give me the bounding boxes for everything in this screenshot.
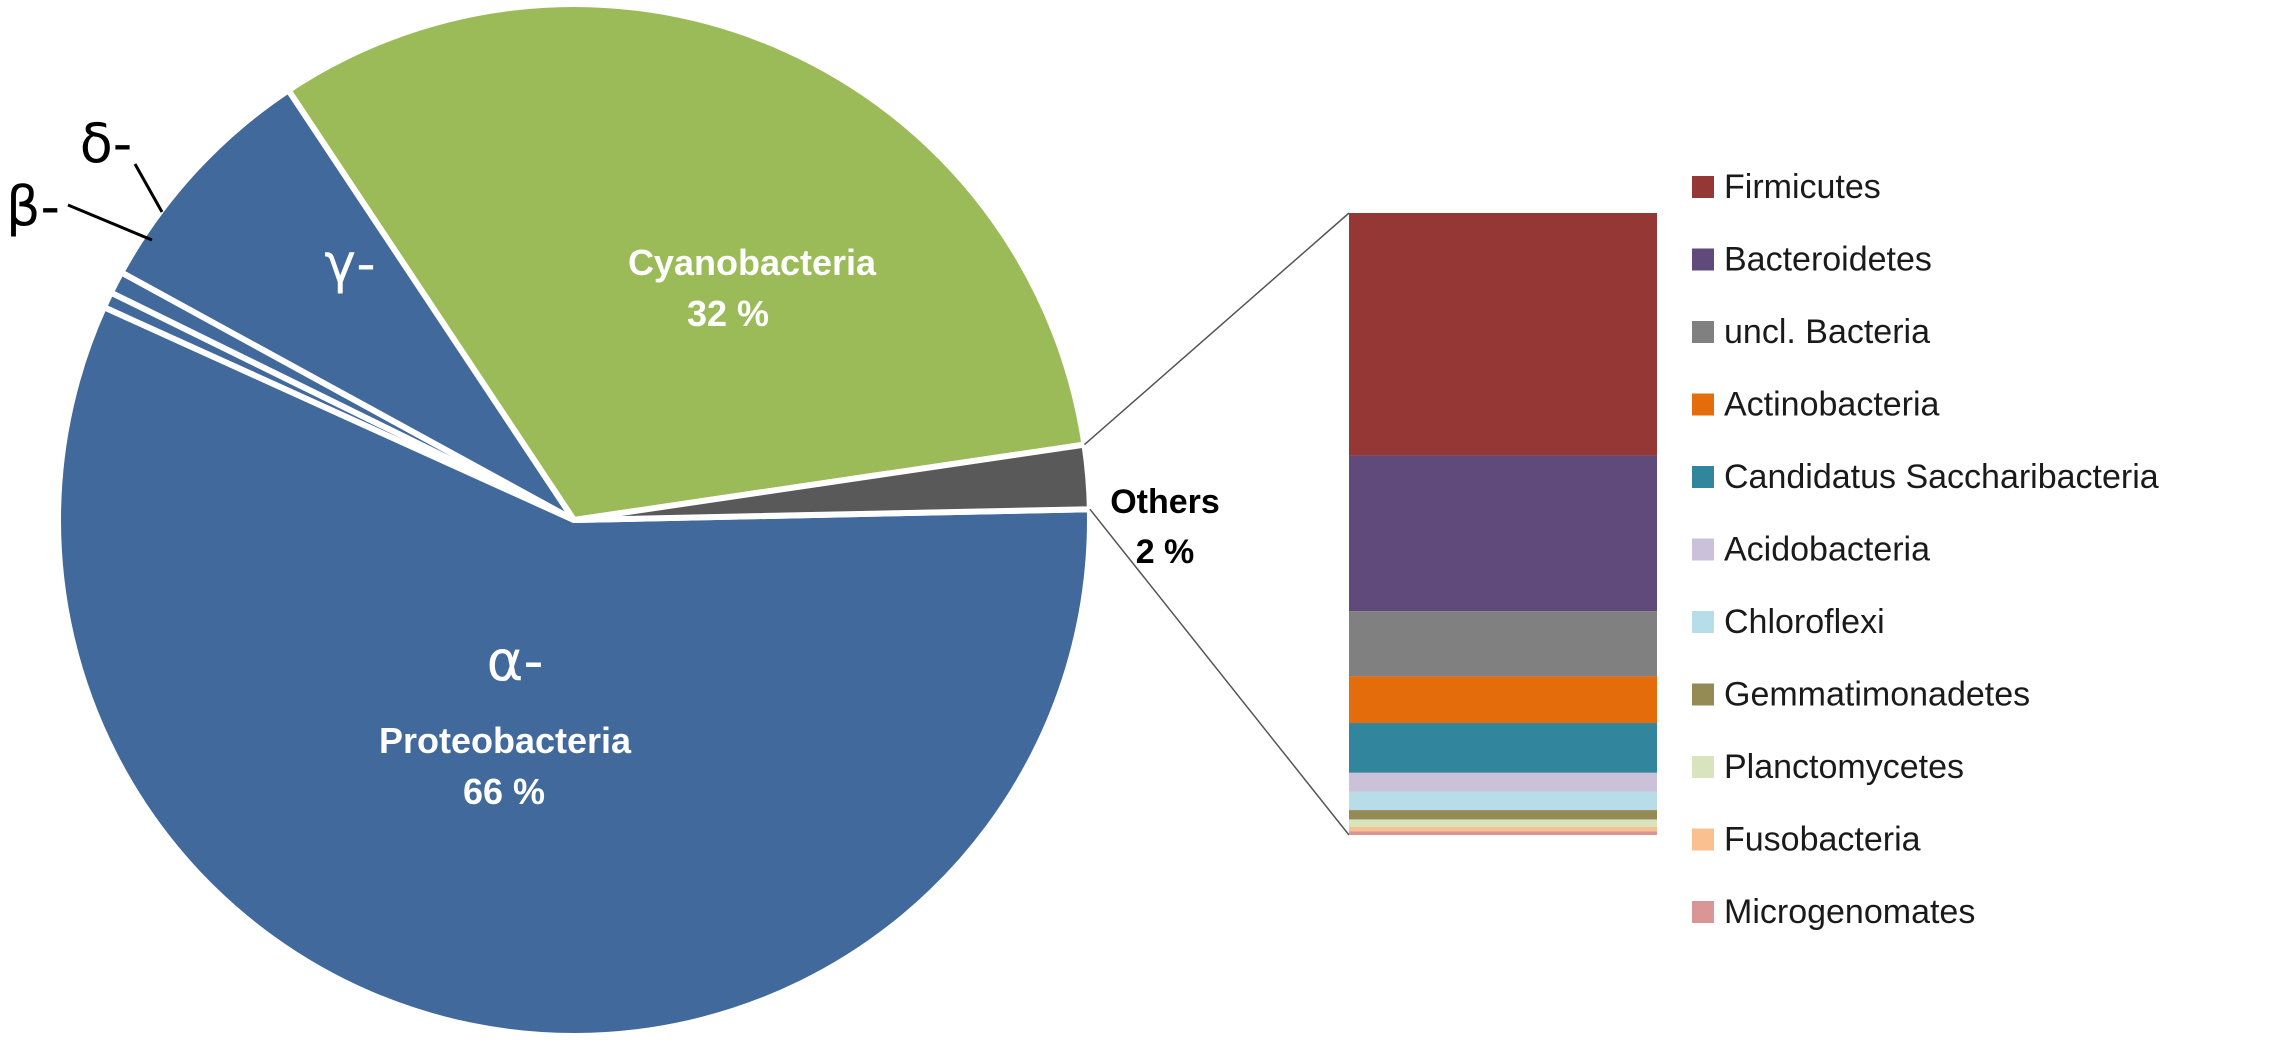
pie-slice-proteobacteria-alpha: [55, 304, 1093, 1039]
legend-swatch-planctomycetes: [1692, 756, 1714, 778]
legend-label-candidatus-saccharibacteria: Candidatus Saccharibacteria: [1724, 458, 2159, 496]
connector-lines: [1083, 212, 1350, 836]
legend-swatch-candidatus-saccharibacteria: [1692, 466, 1714, 488]
bar-segment-fusobacteria: [1349, 826, 1657, 832]
legend-label-microgenomates: Microgenomates: [1724, 893, 1975, 931]
label-delta: δ-: [80, 112, 133, 175]
bar-segment-firmicutes: [1349, 213, 1657, 456]
legend-swatch-bacteroidetes: [1692, 248, 1714, 271]
legend-label-bacteroidetes: Bacteroidetes: [1724, 241, 1932, 279]
pie-slice-proteobacteria-gamma: [118, 87, 577, 523]
pie-chart: [55, 1, 1093, 1039]
bar-segment-chloroflexi: [1349, 791, 1657, 811]
legend-label-firmicutes: Firmicutes: [1724, 168, 1881, 206]
legend-label-planctomycetes: Planctomycetes: [1724, 748, 1964, 786]
label-proteobacteria: Proteobacteria: [379, 720, 632, 761]
label-cyanobacteria: Cyanobacteria: [628, 242, 877, 283]
leader-line-delta: [133, 163, 164, 213]
bar-segment-planctomycetes: [1349, 819, 1657, 827]
label-beta: β-: [6, 175, 60, 238]
leader-line-beta: [67, 203, 153, 242]
connector-line-top: [1083, 212, 1350, 446]
label-gamma: γ-: [324, 232, 375, 295]
legend-swatch-firmicutes: [1692, 176, 1714, 198]
pie-slice-cyanobacteria: [285, 1, 1088, 523]
legend-swatch-chloroflexi: [1692, 611, 1714, 633]
pie-labels: Cyanobacteria 32 % Proteobacteria 66 % α…: [6, 112, 1220, 812]
bar-segment-candidatus-saccharibacteria: [1349, 723, 1657, 773]
legend: Firmicutes Bacteroidetes uncl. Bacteria Act…: [1692, 168, 2159, 931]
label-cyanobacteria-pct: 32 %: [687, 293, 769, 334]
connector-line-bottom: [1089, 508, 1350, 836]
bar-segment-bacteroidetes: [1349, 455, 1657, 612]
legend-swatch-acidobacteria: [1692, 538, 1714, 561]
legend-swatch-gemmatimonadetes: [1692, 683, 1714, 706]
legend-label-uncl-bacteria: uncl. Bacteria: [1724, 313, 1930, 351]
legend-swatch-actinobacteria: [1692, 393, 1714, 416]
bar-segment-microgenomates: [1349, 831, 1657, 835]
bar-segment-actinobacteria: [1349, 676, 1657, 724]
bar-segment-acidobacteria: [1349, 772, 1657, 792]
label-others-pct: 2 %: [1136, 533, 1195, 571]
legend-label-acidobacteria: Acidobacteria: [1724, 531, 1930, 569]
bar-segment-gemmatimonadetes: [1349, 810, 1657, 820]
legend-swatch-microgenomates: [1692, 901, 1714, 923]
legend-swatch-uncl-bacteria: [1692, 321, 1714, 343]
legend-label-actinobacteria: Actinobacteria: [1724, 386, 1940, 424]
label-alpha: α-: [486, 629, 543, 694]
legend-label-gemmatimonadetes: Gemmatimonadetes: [1724, 676, 2030, 714]
stacked-bar: [1349, 213, 1657, 835]
legend-swatch-fusobacteria: [1692, 828, 1714, 851]
legend-label-chloroflexi: Chloroflexi: [1724, 603, 1885, 641]
bar-segment-uncl-bacteria: [1349, 611, 1657, 677]
pie-slice-others: [571, 441, 1093, 523]
legend-label-fusobacteria: Fusobacteria: [1724, 821, 1921, 859]
label-proteobacteria-pct: 66 %: [463, 771, 545, 812]
label-others: Others: [1110, 483, 1220, 521]
